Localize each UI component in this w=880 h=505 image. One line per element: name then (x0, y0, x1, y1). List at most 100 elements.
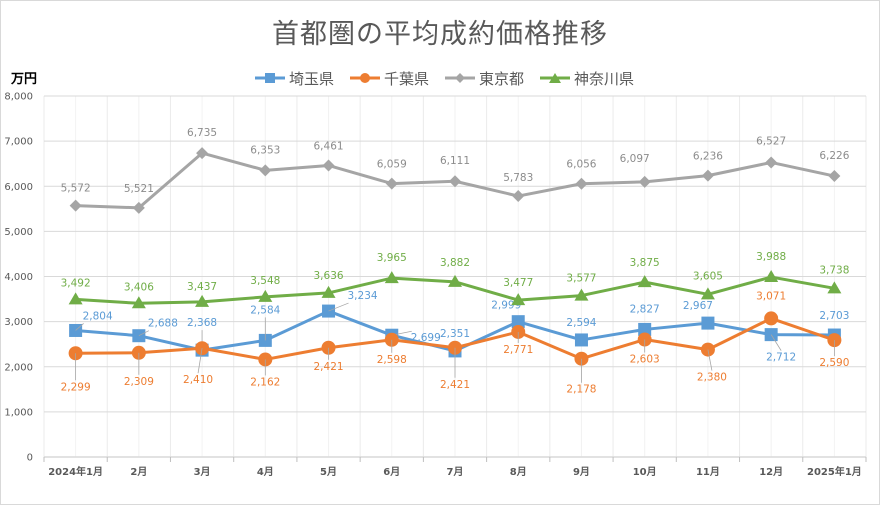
data-label: 2,827 (630, 303, 660, 315)
data-label: 2,299 (61, 381, 91, 393)
y-tick-label: 7,000 (4, 137, 33, 148)
x-tick-label: 11月 (696, 466, 720, 478)
legend-triangle-marker-icon (540, 73, 571, 83)
legend-item-kanagawa: 神奈川県 (538, 68, 634, 89)
data-point-triangle (321, 285, 336, 298)
data-label: 2,590 (819, 357, 849, 369)
data-label: 6,735 (187, 127, 217, 139)
data-label: 6,097 (620, 153, 650, 165)
y-tick-label: 4,000 (4, 272, 33, 283)
data-point-triangle (764, 270, 779, 283)
data-point-triangle (68, 292, 83, 305)
data-point-diamond (69, 199, 82, 212)
data-point-square (701, 316, 715, 330)
data-point-triangle (258, 289, 273, 302)
data-point-diamond (132, 201, 145, 214)
data-label: 6,461 (314, 140, 344, 152)
data-label: 2,594 (566, 317, 596, 329)
data-point-triangle (511, 293, 526, 306)
data-label: 3,234 (348, 290, 378, 302)
leader-line (770, 334, 782, 351)
x-tick-label: 8月 (510, 466, 527, 478)
x-tick-label: 9月 (573, 466, 590, 478)
data-point-triangle (574, 288, 589, 301)
y-tick-label: 2,000 (4, 362, 33, 373)
data-label: 2,380 (697, 372, 727, 384)
data-label: 3,406 (124, 281, 154, 293)
data-label: 6,527 (756, 135, 786, 147)
leader-line (197, 348, 203, 374)
data-label: 3,071 (756, 290, 786, 302)
data-point-triangle (131, 296, 146, 309)
data-label: 6,226 (819, 150, 849, 162)
y-tick-label: 8,000 (4, 92, 33, 103)
legend-square-marker-icon (255, 73, 285, 83)
data-label: 2,421 (314, 361, 344, 373)
data-label: 2,603 (630, 354, 660, 366)
data-label: 2,309 (124, 376, 154, 388)
legend-label: 東京都 (479, 69, 525, 88)
data-point-diamond (449, 175, 461, 188)
leader-line (75, 323, 84, 331)
data-point-diamond (828, 170, 841, 183)
legend-label: 神奈川県 (574, 69, 635, 88)
data-label: 2,771 (503, 344, 533, 356)
x-tick-label: 6月 (383, 466, 400, 478)
x-tick-label: 2025年1月 (807, 465, 862, 478)
data-label: 5,572 (61, 183, 91, 195)
y-axis-unit-label: 万円 (11, 72, 38, 87)
data-label: 6,059 (377, 159, 407, 171)
y-tick-label: 5,000 (4, 227, 33, 238)
data-label: 3,492 (61, 277, 91, 289)
data-label: 2,368 (187, 317, 217, 329)
data-point-triangle (827, 281, 842, 294)
y-tick-label: 1,000 (4, 407, 33, 418)
y-tick-label: 0 (27, 453, 33, 464)
legend-label: 埼玉県 (289, 69, 335, 88)
data-point-diamond (765, 156, 778, 169)
data-label: 2,699 (411, 332, 441, 344)
data-point-diamond (512, 190, 525, 203)
legend-item-saitama: 埼玉県 (253, 68, 334, 89)
series-3: 5,572 5,521 6,735 6,353 6,461 6,059 6,111 5,783… (61, 127, 850, 214)
data-point-circle (764, 311, 779, 326)
legend-label: 千葉県 (384, 69, 430, 88)
data-label: 3,605 (693, 270, 723, 282)
leader-line (328, 302, 349, 312)
x-tick-label: 10月 (633, 466, 657, 478)
data-label: 3,636 (314, 270, 344, 282)
data-point-diamond (385, 177, 398, 190)
data-label: 2,410 (183, 374, 213, 386)
data-point-diamond (259, 164, 272, 177)
data-point-triangle (700, 287, 715, 300)
data-point-square (574, 333, 588, 347)
data-label: 3,437 (187, 281, 217, 293)
data-label: 3,882 (440, 257, 470, 269)
x-tick-label: 4月 (257, 466, 274, 478)
leader-line (138, 330, 150, 337)
legend-circle-marker-icon (350, 73, 381, 83)
data-label: 2,162 (250, 376, 280, 388)
data-label: 6,056 (566, 159, 596, 171)
data-label: 2,712 (766, 352, 796, 364)
x-tick-label: 7月 (447, 466, 464, 478)
data-label: 2,178 (566, 384, 596, 396)
chart-title: 首都圏の平均成約価格推移 (272, 19, 608, 50)
data-label: 3,477 (503, 277, 533, 289)
data-label: 3,548 (250, 275, 280, 287)
series-2: 2,299 2,309 2,410 2,162 2,421 2,598 2,421 2,771… (61, 290, 850, 395)
y-tick-label: 3,000 (4, 317, 33, 328)
data-label: 2,967 (683, 300, 713, 312)
series-4: 3,492 3,406 3,437 3,548 3,636 3,965 3,882 3,477… (61, 251, 849, 309)
data-point-triangle (384, 271, 399, 284)
data-point-square (638, 322, 652, 336)
data-label: 6,111 (440, 155, 470, 167)
data-label: 3,988 (756, 251, 786, 263)
legend-diamond-marker-icon (445, 73, 476, 83)
data-point-diamond (638, 175, 651, 188)
legend-item-chiba: 千葉県 (348, 68, 429, 89)
legend-item-tokyo: 東京都 (443, 68, 524, 89)
